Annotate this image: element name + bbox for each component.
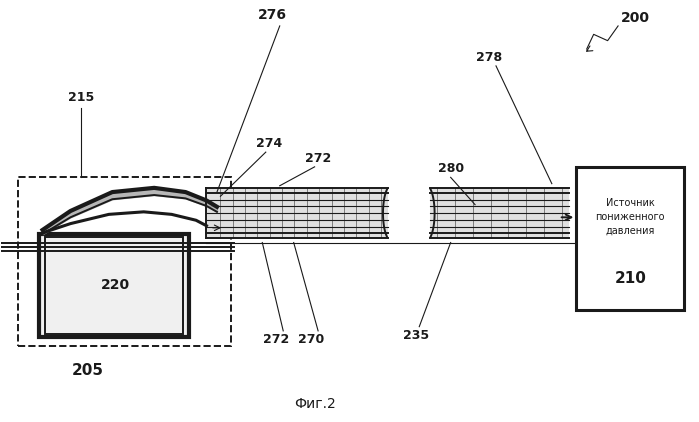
Bar	[18, 177, 231, 346]
Text: 220: 220	[101, 278, 130, 292]
Text: 235: 235	[403, 329, 428, 341]
Text: 215: 215	[68, 91, 94, 104]
Bar	[576, 167, 684, 310]
Text: 270: 270	[298, 333, 324, 346]
Text: 278: 278	[476, 51, 502, 64]
Text: 200: 200	[621, 11, 650, 24]
Text: 210: 210	[614, 271, 647, 286]
Text: 272: 272	[305, 152, 331, 165]
Text: Фиг.2: Фиг.2	[294, 398, 336, 411]
Text: 274: 274	[256, 137, 282, 150]
Text: 272: 272	[263, 333, 289, 346]
Bar	[39, 234, 189, 337]
Bar	[45, 238, 183, 334]
Text: 276: 276	[258, 8, 287, 22]
Text: 205: 205	[72, 363, 104, 379]
Polygon shape	[430, 188, 569, 238]
Polygon shape	[206, 188, 388, 238]
Text: 280: 280	[438, 162, 463, 176]
Text: Источник
пониженного
давления: Источник пониженного давления	[596, 198, 665, 236]
